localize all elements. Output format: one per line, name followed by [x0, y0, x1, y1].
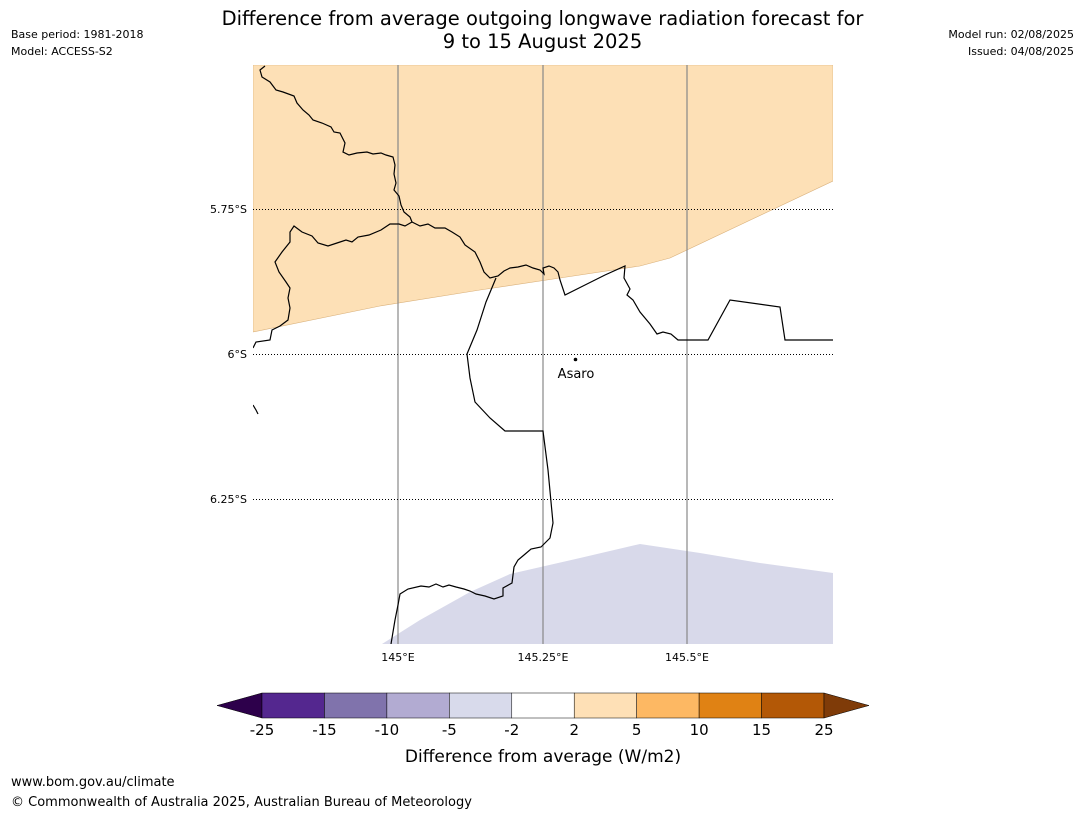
- lat-label-5-75s: 5.75°S: [210, 203, 247, 216]
- colorbar-extend-high: [823, 692, 870, 719]
- colorbar-tick-label: 10: [690, 721, 709, 739]
- asaro-marker: [573, 357, 578, 362]
- boundary-west-fragment: [253, 404, 259, 415]
- colorbar-segment: [761, 692, 825, 719]
- colorbar-tick-label: -5: [442, 721, 457, 739]
- latitude-gridlines: [253, 209, 833, 500]
- colorbar-segment: [698, 692, 762, 719]
- boundary-central: [411, 221, 833, 341]
- lon-label-145-5e: 145.5°E: [665, 651, 709, 664]
- title-line-2: 9 to 15 August 2025: [442, 30, 643, 53]
- footer-copyright: © Commonwealth of Australia 2025, Austra…: [11, 795, 472, 810]
- colorbar-label: Difference from average (W/m2): [405, 747, 681, 767]
- negative-anomaly-region: [382, 544, 833, 644]
- colorbar: -25 -15 -10 -5 -2 2 5 10 15 25 Difference from av…: [216, 692, 870, 767]
- colorbar-tick-label: 2: [569, 721, 579, 739]
- title-line-1: Difference from average outgoing longwav…: [221, 7, 864, 30]
- map-title: Difference from average outgoing longwav…: [0, 7, 1085, 53]
- lon-label-145e: 145°E: [381, 651, 414, 664]
- colorbar-segment: [449, 692, 513, 719]
- colorbar-tick-label: 5: [632, 721, 642, 739]
- colorbar-tick-label: -25: [250, 721, 275, 739]
- colorbar-tick-label: 15: [752, 721, 771, 739]
- model-name: Model: ACCESS-S2: [11, 45, 113, 58]
- colorbar-segment: [324, 692, 388, 719]
- colorbar-tick-label: -15: [312, 721, 337, 739]
- lon-label-145-25e: 145.25°E: [518, 651, 569, 664]
- colorbar-tick-label: -10: [375, 721, 400, 739]
- colorbar-segment: [386, 692, 450, 719]
- boundary-south: [390, 277, 554, 644]
- colorbar-tick-label: 25: [814, 721, 833, 739]
- colorbar-tick-label: -2: [504, 721, 519, 739]
- lat-label-6-25s: 6.25°S: [210, 493, 247, 506]
- colorbar-tick-labels: -25 -15 -10 -5 -2 2 5 10 15 25: [250, 721, 834, 739]
- base-period: Base period: 1981-2018: [11, 28, 144, 41]
- issued-date: Issued: 04/08/2025: [967, 45, 1074, 58]
- model-run: Model run: 02/08/2025: [948, 28, 1074, 41]
- colorbar-segment: [261, 692, 325, 719]
- footer-url: www.bom.gov.au/climate: [11, 775, 175, 790]
- asaro-label: Asaro: [558, 367, 595, 382]
- map-area: [253, 65, 833, 644]
- colorbar-segments: [261, 692, 825, 719]
- boundary-northwest: [253, 65, 413, 349]
- lat-label-6s: 6°S: [228, 348, 247, 361]
- meta-right: Model run: 02/08/2025 Issued: 04/08/2025: [948, 26, 1074, 60]
- colorbar-segment: [511, 692, 575, 719]
- meta-left: Base period: 1981-2018 Model: ACCESS-S2: [11, 26, 143, 60]
- province-boundaries: [253, 65, 833, 644]
- colorbar-segment: [573, 692, 637, 719]
- colorbar-extend-low: [216, 692, 263, 719]
- colorbar-segment: [636, 692, 700, 719]
